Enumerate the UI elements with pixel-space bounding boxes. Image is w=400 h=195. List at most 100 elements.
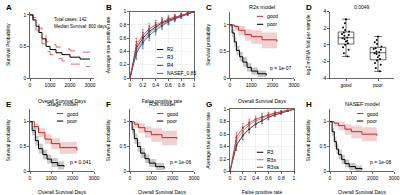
- svg-text:0: 0: [329, 175, 332, 181]
- svg-text:p = 1e-06: p = 1e-06: [170, 159, 191, 165]
- svg-text:D: D: [306, 3, 312, 12]
- svg-text:good: good: [167, 111, 178, 117]
- svg-text:B: B: [106, 3, 112, 12]
- svg-text:0.6: 0.6: [165, 82, 172, 88]
- svg-text:0.4: 0.4: [219, 143, 226, 149]
- svg-text:0.2: 0.2: [239, 175, 246, 181]
- svg-text:0: 0: [29, 82, 32, 88]
- svg-text:0: 0: [129, 175, 132, 181]
- svg-text:0: 0: [224, 168, 227, 174]
- svg-text:0: 0: [224, 75, 227, 81]
- svg-text:Survival probability: Survival probability: [305, 119, 311, 161]
- svg-text:0: 0: [324, 42, 327, 48]
- svg-text:good: good: [367, 111, 378, 117]
- svg-text:0: 0: [229, 175, 232, 181]
- svg-text:False positive rate: False positive rate: [242, 189, 283, 195]
- svg-text:Survival probability: Survival probability: [205, 23, 211, 65]
- svg-text:0.8: 0.8: [219, 118, 226, 124]
- svg-text:0: 0: [29, 175, 32, 181]
- svg-text:H: H: [306, 100, 312, 109]
- svg-text:0: 0: [124, 75, 127, 81]
- svg-text:Overall Survival Days: Overall Survival Days: [38, 189, 86, 195]
- svg-text:2: 2: [324, 25, 327, 31]
- svg-text:R3s model: R3s model: [149, 101, 175, 107]
- svg-text:0: 0: [24, 168, 27, 174]
- svg-text:NASEF_0.85: NASEF_0.85: [167, 70, 196, 76]
- svg-text:0.2: 0.2: [139, 82, 146, 88]
- svg-text:Average true positive rate: Average true positive rate: [105, 16, 111, 73]
- svg-text:Overall Survival Days: Overall Survival Days: [138, 189, 186, 195]
- svg-text:4: 4: [324, 8, 327, 14]
- svg-text:G: G: [206, 100, 212, 109]
- svg-text:0.8: 0.8: [119, 22, 126, 28]
- svg-text:3000: 3000: [288, 82, 299, 88]
- svg-text:1: 1: [193, 82, 196, 88]
- svg-text:0: 0: [124, 168, 127, 174]
- svg-text:A: A: [6, 3, 12, 12]
- svg-text:0.5: 0.5: [219, 48, 226, 54]
- svg-text:poor: poor: [373, 82, 383, 88]
- svg-text:Survival Probability: Survival Probability: [5, 23, 11, 66]
- svg-text:0: 0: [24, 75, 27, 81]
- svg-text:2000: 2000: [367, 175, 378, 181]
- svg-text:1000: 1000: [46, 175, 57, 181]
- svg-text:0.5: 0.5: [19, 43, 26, 49]
- svg-text:3000: 3000: [84, 82, 95, 88]
- svg-text:0.2: 0.2: [119, 61, 126, 67]
- svg-text:R3s: R3s: [267, 157, 276, 163]
- svg-text:Overall Survival Days: Overall Survival Days: [38, 98, 86, 104]
- svg-text:0.8: 0.8: [278, 175, 285, 181]
- svg-text:R3: R3: [267, 149, 274, 155]
- svg-text:log2 mRNA fold per sample: log2 mRNA fold per sample: [305, 14, 311, 75]
- svg-text:NASEF model: NASEF model: [345, 101, 380, 107]
- svg-text:0.8: 0.8: [178, 82, 185, 88]
- svg-text:3000: 3000: [188, 175, 199, 181]
- svg-text:0.4: 0.4: [152, 82, 159, 88]
- svg-text:Survival probability: Survival probability: [5, 119, 11, 161]
- svg-text:1: 1: [24, 118, 27, 124]
- svg-text:1: 1: [24, 12, 27, 18]
- svg-text:0.6: 0.6: [265, 175, 272, 181]
- svg-text:R4: R4: [167, 62, 174, 68]
- svg-text:0: 0: [324, 168, 327, 174]
- svg-text:1: 1: [224, 22, 227, 28]
- svg-text:good: good: [267, 13, 278, 19]
- svg-text:good: good: [67, 111, 78, 117]
- svg-text:1: 1: [293, 175, 296, 181]
- svg-text:poor: poor: [367, 118, 377, 124]
- svg-text:Average true positive rate: Average true positive rate: [205, 112, 211, 169]
- svg-text:2000: 2000: [67, 175, 78, 181]
- svg-text:0.0049: 0.0049: [354, 4, 370, 10]
- svg-text:3000: 3000: [388, 175, 399, 181]
- svg-text:Median Survival: 800 days: Median Survival: 800 days: [54, 24, 108, 29]
- svg-text:1: 1: [324, 118, 327, 124]
- svg-text:0.5: 0.5: [19, 143, 26, 149]
- svg-text:-2: -2: [322, 58, 327, 64]
- svg-text:0.2: 0.2: [219, 156, 226, 162]
- svg-text:1000: 1000: [246, 82, 257, 88]
- svg-text:C: C: [206, 3, 212, 12]
- svg-text:1000: 1000: [146, 175, 157, 181]
- svg-text:0.4: 0.4: [119, 48, 126, 54]
- svg-text:0: 0: [229, 82, 232, 88]
- svg-text:0.5: 0.5: [319, 143, 326, 149]
- svg-text:Stage model: Stage model: [47, 101, 78, 107]
- svg-text:F: F: [106, 100, 111, 109]
- svg-text:Overall Survival Days: Overall Survival Days: [338, 189, 386, 195]
- svg-text:R2s model: R2s model: [249, 4, 275, 10]
- svg-text:Overall Survival Days: Overall Survival Days: [238, 98, 286, 104]
- svg-text:p = 1e-08: p = 1e-08: [370, 159, 391, 165]
- svg-text:False positive rate: False positive rate: [142, 98, 183, 104]
- svg-text:R3sa: R3sa: [267, 164, 279, 170]
- svg-text:1: 1: [224, 106, 227, 112]
- svg-text:E: E: [6, 100, 12, 109]
- svg-text:R2: R2: [167, 46, 174, 52]
- svg-text:poor: poor: [167, 118, 177, 124]
- svg-text:0: 0: [129, 82, 132, 88]
- svg-text:2000: 2000: [267, 82, 278, 88]
- svg-text:poor: poor: [267, 21, 277, 27]
- svg-text:1: 1: [124, 8, 127, 14]
- svg-text:2000: 2000: [64, 82, 75, 88]
- svg-text:R3: R3: [167, 54, 174, 60]
- svg-text:3000: 3000: [88, 175, 99, 181]
